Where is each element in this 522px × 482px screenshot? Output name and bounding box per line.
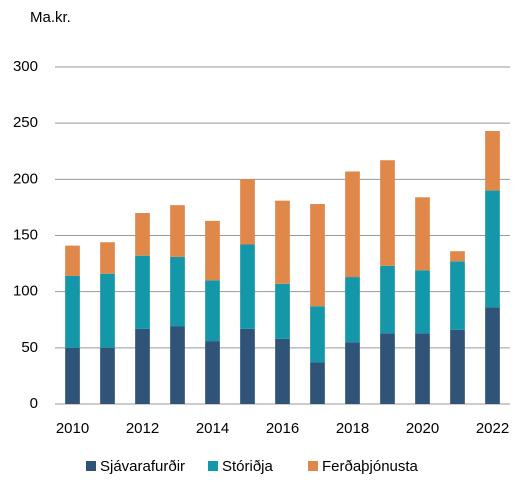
bar-segment	[310, 362, 325, 404]
bar-segment	[170, 256, 185, 327]
bar-segment	[170, 205, 185, 257]
bar-segment	[100, 273, 115, 348]
bar-segment	[380, 265, 395, 334]
bar-segment	[240, 328, 255, 404]
x-tick-label: 2018	[336, 420, 369, 437]
bar-segment	[240, 179, 255, 245]
y-tick-label: 100	[13, 283, 38, 300]
bar-segment	[65, 245, 80, 276]
legend-label: Sjávarafurðir	[100, 458, 185, 475]
bar-segment	[485, 307, 500, 404]
bar-segment	[450, 251, 465, 262]
bar-segment	[415, 197, 430, 271]
bar-segment	[205, 280, 220, 342]
bar-segment	[170, 326, 185, 404]
bar-segment	[100, 347, 115, 404]
bar-segment	[205, 341, 220, 404]
y-tick-label: 250	[13, 114, 38, 131]
bar-segment	[205, 220, 220, 281]
bar-segment	[450, 261, 465, 330]
x-tick-label: 2014	[196, 420, 229, 437]
bar-segment	[345, 171, 360, 278]
bar-segment	[380, 333, 395, 404]
y-tick-label: 150	[13, 226, 38, 243]
bar-segment	[415, 270, 430, 334]
legend-label: Stóriðja	[222, 458, 274, 475]
bar-segment	[275, 200, 290, 284]
bar-segment	[100, 242, 115, 274]
bar-segment	[275, 338, 290, 404]
bar-segment	[380, 160, 395, 266]
bar-segment	[450, 329, 465, 404]
bar-segment	[485, 131, 500, 191]
bar-segment	[135, 328, 150, 404]
bar-segment	[415, 333, 430, 404]
bar-segment	[65, 347, 80, 404]
legend-label: Ferðaþjónusta	[322, 458, 419, 475]
bar-segment	[310, 306, 325, 363]
legend-swatch	[308, 461, 318, 471]
y-axis-label: Ma.kr.	[30, 9, 71, 26]
bar-segment	[135, 213, 150, 256]
bar-segment	[345, 277, 360, 343]
legend-swatch	[86, 461, 96, 471]
y-tick-label: 200	[13, 170, 38, 187]
bar-segment	[345, 342, 360, 404]
y-tick-label: 300	[13, 58, 38, 75]
bar-segment	[65, 275, 80, 348]
bar-segment	[485, 190, 500, 308]
bar-segment	[240, 244, 255, 329]
y-tick-label: 0	[30, 395, 38, 412]
bar-segment	[275, 283, 290, 339]
x-tick-label: 2010	[56, 420, 89, 437]
x-tick-label: 2012	[126, 420, 159, 437]
bar-segment	[310, 204, 325, 307]
bar-segment	[135, 255, 150, 329]
legend-swatch	[208, 461, 218, 471]
x-tick-label: 2022	[476, 420, 509, 437]
x-tick-label: 2020	[406, 420, 439, 437]
x-tick-label: 2016	[266, 420, 299, 437]
y-tick-label: 50	[21, 339, 38, 356]
